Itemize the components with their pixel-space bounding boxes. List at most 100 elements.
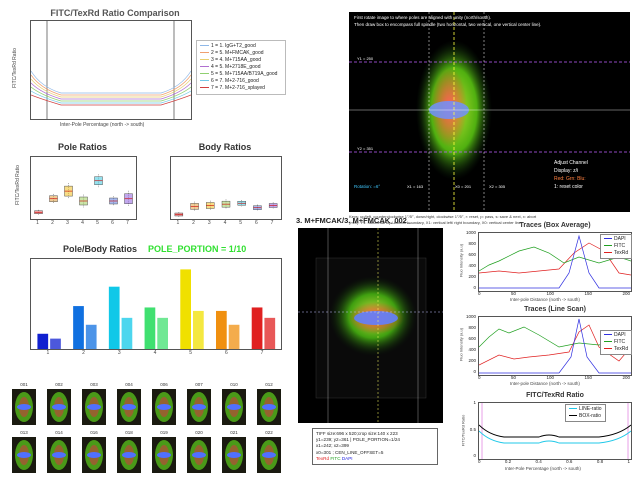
ratio-comparison-lines <box>30 21 192 119</box>
legend-label: 2 = 5. M+FMCAK_good <box>211 50 264 56</box>
thumbnail-label: 004 <box>125 382 133 387</box>
y-tick-label: 200 <box>468 358 476 363</box>
legend-label: DAPI <box>614 236 626 242</box>
spindle-thumbnail[interactable] <box>12 389 36 425</box>
spindle-thumbnail[interactable] <box>152 389 176 425</box>
legend-swatch <box>604 341 612 343</box>
traces-line-ylabel: Fluo Intensity (a.u) <box>458 327 464 362</box>
center-channels: TexRd FITC DAPI <box>316 456 434 462</box>
y-tick-label: 1000 <box>465 314 476 319</box>
adjust-reset-label: 1: reset color <box>554 184 583 190</box>
x-tick-label: 50 <box>510 291 516 296</box>
body-ratios-chart <box>170 156 282 220</box>
legend-entry: FITC <box>604 243 628 250</box>
channel-dapi: DAPI <box>341 455 353 461</box>
traces-line-legend: DAPI FITC TexRd <box>600 330 633 355</box>
legend-swatch <box>200 52 209 54</box>
main-hint-1: First rotate image to where poles are al… <box>354 15 492 20</box>
legend-entry: 1 = 1. IgG+T2_good <box>200 43 282 50</box>
legend-swatch <box>200 87 209 89</box>
x-tick-label: 1 <box>176 220 180 226</box>
thumbnail-label: 007 <box>195 382 203 387</box>
rotation-readout: Rotation: =6° <box>354 184 381 189</box>
pole-ratios-xticks: 1 2 3 4 5 6 7 <box>30 220 135 226</box>
body-bar <box>193 310 204 349</box>
legend-label: FITC <box>614 243 626 249</box>
ratio-comparison-ylabel: FITC/TexRd Ratio <box>12 48 18 88</box>
spindle-thumbnail[interactable] <box>12 437 36 473</box>
thumbnail-label: 019 <box>160 430 168 435</box>
spindle-thumbnail[interactable] <box>117 389 141 425</box>
pole-ratios-chart <box>30 156 137 220</box>
x-tick-label: 3 <box>117 350 121 356</box>
x-tick-label: 0 <box>478 375 481 380</box>
thumbnail-label: 001 <box>20 382 28 387</box>
x-tick-label: 3 <box>207 220 211 226</box>
x-tick-label: 200 <box>622 375 630 380</box>
spindle-thumbnail[interactable] <box>257 437 281 473</box>
legend-swatch <box>200 59 209 61</box>
pole-body-chart <box>30 258 282 350</box>
y-tick-label: 600 <box>468 336 476 341</box>
x-tick-label: 4 <box>153 350 157 356</box>
x-tick-label: 5 <box>189 350 193 356</box>
legend-label: LINE-ratio <box>579 406 602 412</box>
legend-label: 7 = 7. M+2-716_splayed <box>211 85 265 91</box>
main-spindle-view[interactable] <box>349 12 630 212</box>
center-info-box: TIFF size:696 x 520;crop size:140 x 223 … <box>312 428 438 466</box>
main-microscopy-image[interactable]: First rotate image to where poles are al… <box>349 12 630 212</box>
legend-swatch <box>200 45 209 47</box>
y-tick-label: 1000 <box>465 230 476 235</box>
y-tick-label: 600 <box>468 252 476 257</box>
pole-ratios-boxes <box>34 174 133 215</box>
main-hint-2: Then draw box to encompass full spindle … <box>354 22 542 27</box>
traces-box-title: Traces (Box Average) <box>519 222 591 229</box>
spindle-thumbnail[interactable] <box>222 437 246 473</box>
spindle-thumbnail[interactable] <box>152 437 176 473</box>
x-tick-label: 4 <box>81 220 84 226</box>
thumbnail-label: 013 <box>20 430 28 435</box>
y-tick-label: 800 <box>468 241 476 246</box>
fitc-texrd-xlabel: Inter-Pole Percentage (north -> south) <box>505 466 581 471</box>
legend-label: 1 = 1. IgG+T2_good <box>211 43 256 49</box>
body-ratios-xticks: 1 2 3 4 5 6 7 <box>170 220 280 226</box>
ratio-comparison-chart <box>30 20 192 120</box>
adjust-rgb-label: Red: Grn: Blu: <box>554 176 586 182</box>
legend-entry: 5 = 5. M+715AA/B719A_good <box>200 71 282 78</box>
y-tick-label: 0 <box>473 369 476 374</box>
center-info-2: y1=239; y2=361 | POLE_PORTION=1/24 <box>316 437 400 443</box>
legend-entry: BOX-ratio <box>569 413 602 420</box>
spindle-thumbnail[interactable] <box>222 389 246 425</box>
thumbnail-label: 010 <box>230 382 238 387</box>
x-tick-label: 0.2 <box>504 459 512 464</box>
ratio-comparison-legend: 1 = 1. IgG+T2_good 2 = 5. M+FMCAK_good 3 =… <box>196 40 286 95</box>
thumbnail-grid: 001 002 003 004 006 007 010 012 013 014 016 018 019 0… <box>10 382 290 474</box>
legend-entry: 3 = 4. M+715AA_good <box>200 57 282 64</box>
center-microscopy-image[interactable] <box>298 228 443 423</box>
spindle-thumbnail[interactable] <box>257 389 281 425</box>
traces-box-ylabel: Fluo Intensity (a.u) <box>458 243 464 278</box>
spindle-thumbnail[interactable] <box>187 437 211 473</box>
legend-entry: 2 = 5. M+FMCAK_good <box>200 50 282 57</box>
traces-box-xticks: 0 50 100 150 200 <box>478 291 630 296</box>
spindle-thumbnail[interactable] <box>117 437 141 473</box>
x-tick-label: 6 <box>254 220 258 226</box>
spindle-thumbnail[interactable] <box>82 389 106 425</box>
legend-swatch <box>604 348 612 350</box>
legend-entry: FITC <box>604 339 628 346</box>
channel-texrd: TexRd <box>316 455 330 461</box>
spindle-thumbnail[interactable] <box>82 437 106 473</box>
legend-swatch <box>604 238 612 240</box>
body-bar <box>85 324 97 349</box>
spindle-thumbnail[interactable] <box>47 437 71 473</box>
x-tick-label: 5 <box>239 220 243 226</box>
legend-label: 4 = 5. M+2718E_good <box>211 64 261 70</box>
legend-label: TexRd <box>614 346 629 352</box>
spindle-thumbnail[interactable] <box>187 389 211 425</box>
body-ratios-title: Body Ratios <box>198 142 252 152</box>
spindle-thumbnail[interactable] <box>47 389 71 425</box>
traces-line-xticks: 0 50 100 150 200 <box>478 375 630 380</box>
y-tick-label: 800 <box>468 325 476 330</box>
legend-entry: 7 = 7. M+2-716_splayed <box>200 85 282 92</box>
thumbnail-label: 020 <box>195 430 203 435</box>
